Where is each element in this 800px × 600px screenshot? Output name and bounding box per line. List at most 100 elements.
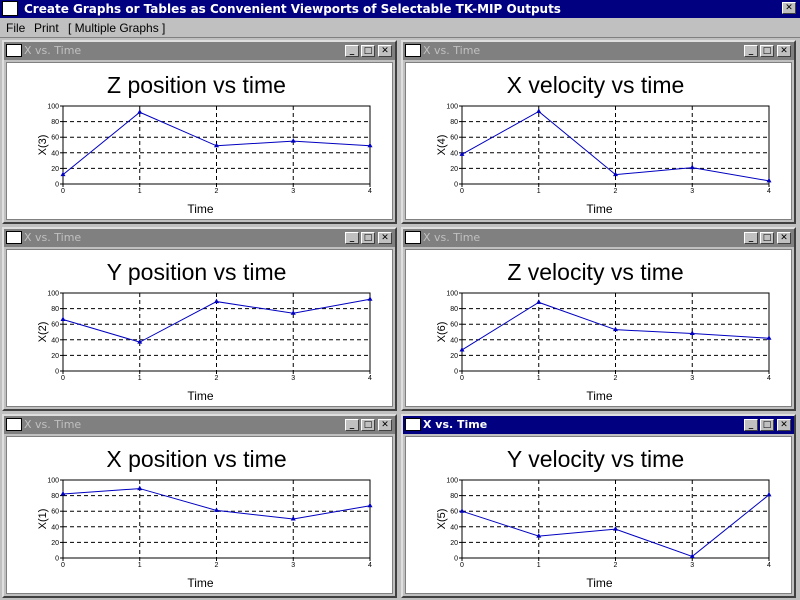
y-tick-label: 60 <box>51 509 59 516</box>
maximize-button[interactable]: □ <box>361 419 375 431</box>
data-point <box>60 316 66 322</box>
data-point <box>290 310 296 315</box>
chart-canvas: X velocity vs time 0 20 40 60 80 100 0 1 2 3 4 Time X… <box>405 62 792 220</box>
close-button[interactable]: ✕ <box>777 419 791 431</box>
graph-window-icon[interactable] <box>405 418 421 431</box>
graph-window-5[interactable]: X vs. Time _ □ ✕ X position vs time 0 20 40 60 80… <box>2 414 397 598</box>
y-tick-label: 60 <box>450 322 458 329</box>
data-point <box>766 177 772 183</box>
close-button[interactable]: ✕ <box>782 2 796 14</box>
y-tick-label: 60 <box>450 509 458 516</box>
graph-window-2[interactable]: X vs. Time _ □ ✕ X velocity vs time 0 20 40 60 80… <box>401 40 796 224</box>
menu-bar: File Print [ Multiple Graphs ] <box>0 18 800 38</box>
graph-window-icon[interactable] <box>405 231 421 244</box>
y-tick-label: 20 <box>51 166 59 173</box>
line-chart: Z velocity vs time 0 20 40 60 80 100 0 1 2 3 4 Time X… <box>436 259 772 403</box>
x-tick-label: 0 <box>61 375 65 382</box>
y-axis-label: X(2) <box>37 322 49 343</box>
plot-frame <box>461 479 770 559</box>
y-axis-label: X(3) <box>37 135 49 156</box>
maximize-button[interactable]: □ <box>760 419 774 431</box>
data-point <box>536 108 542 113</box>
app-title-bar[interactable]: Create Graphs or Tables as Convenient Vi… <box>0 0 800 18</box>
data-point <box>459 508 465 513</box>
graph-window-4[interactable]: X vs. Time _ □ ✕ Z velocity vs time 0 20 40 60 80… <box>401 227 796 411</box>
chart-canvas: X position vs time 0 20 40 60 80 100 0 1 2 3 4 Time X… <box>6 436 393 594</box>
graph-window-title: X vs. Time <box>423 418 488 431</box>
maximize-button[interactable]: □ <box>760 45 774 57</box>
x-tick-label: 3 <box>291 562 295 569</box>
y-tick-label: 0 <box>55 182 59 189</box>
y-tick-label: 0 <box>454 182 458 189</box>
data-point <box>459 151 465 156</box>
x-tick-label: 2 <box>614 375 618 382</box>
minimize-button[interactable]: _ <box>744 419 758 431</box>
graph-window-title-bar[interactable]: X vs. Time _ □ ✕ <box>4 42 395 60</box>
y-tick-label: 100 <box>47 291 59 298</box>
x-tick-label: 3 <box>690 188 694 195</box>
y-axis-label: X(6) <box>436 322 448 343</box>
data-point <box>367 142 373 148</box>
maximize-button[interactable]: □ <box>760 232 774 244</box>
y-axis-label: X(1) <box>37 509 49 530</box>
plot-frame <box>461 105 770 185</box>
x-tick-label: 3 <box>690 375 694 382</box>
app-graph-icon[interactable] <box>2 1 18 16</box>
data-point <box>137 109 143 114</box>
plot-frame <box>62 479 371 559</box>
x-axis-label: Time <box>586 389 613 403</box>
graph-window-1[interactable]: X vs. Time _ □ ✕ Z position vs time 0 20 40 60 80… <box>2 40 397 224</box>
y-tick-label: 80 <box>51 493 59 500</box>
y-tick-label: 80 <box>450 493 458 500</box>
line-chart: Y position vs time 0 20 40 60 80 100 0 1 2 3 4 Time X… <box>37 259 373 403</box>
minimize-button[interactable]: _ <box>345 419 359 431</box>
menu-print[interactable]: Print <box>34 21 59 35</box>
chart-canvas: Y position vs time 0 20 40 60 80 100 0 1 2 3 4 Time X… <box>6 249 393 407</box>
graph-window-3[interactable]: X vs. Time _ □ ✕ Y position vs time 0 20 40 60 80… <box>2 227 397 411</box>
y-tick-label: 20 <box>450 166 458 173</box>
graph-window-6[interactable]: X vs. Time _ □ ✕ Y velocity vs time 0 20 40 60 80… <box>401 414 796 598</box>
graph-window-icon[interactable] <box>405 44 421 57</box>
y-tick-label: 0 <box>55 369 59 376</box>
graph-window-title-bar[interactable]: X vs. Time _ □ ✕ <box>4 416 395 434</box>
y-tick-label: 80 <box>450 306 458 313</box>
x-axis-label: Time <box>586 576 613 590</box>
close-button[interactable]: ✕ <box>378 419 392 431</box>
close-button[interactable]: ✕ <box>378 45 392 57</box>
graph-window-title-bar[interactable]: X vs. Time _ □ ✕ <box>4 229 395 247</box>
chart-title: Y position vs time <box>107 259 287 285</box>
graph-window-title-bar[interactable]: X vs. Time _ □ ✕ <box>403 416 794 434</box>
menu-file[interactable]: File <box>6 21 26 35</box>
minimize-button[interactable]: _ <box>345 232 359 244</box>
data-point <box>459 346 465 352</box>
minimize-button[interactable]: _ <box>345 45 359 57</box>
close-button[interactable]: ✕ <box>378 232 392 244</box>
close-button[interactable]: ✕ <box>777 232 791 244</box>
close-button[interactable]: ✕ <box>777 45 791 57</box>
minimize-button[interactable]: _ <box>744 45 758 57</box>
x-tick-label: 4 <box>767 375 771 382</box>
x-tick-label: 2 <box>614 562 618 569</box>
x-tick-label: 0 <box>61 562 65 569</box>
graph-window-icon[interactable] <box>6 418 22 431</box>
plot-frame <box>461 292 770 372</box>
graph-window-title-bar[interactable]: X vs. Time _ □ ✕ <box>403 42 794 60</box>
graph-window-title-bar[interactable]: X vs. Time _ □ ✕ <box>403 229 794 247</box>
data-point <box>214 142 219 148</box>
graph-window-icon[interactable] <box>6 44 22 57</box>
maximize-button[interactable]: □ <box>361 232 375 244</box>
menu-multiple-graphs[interactable]: [ Multiple Graphs ] <box>68 21 166 35</box>
data-point <box>613 526 618 531</box>
x-tick-label: 0 <box>61 188 65 195</box>
chart-title: Z position vs time <box>107 72 286 98</box>
x-tick-label: 3 <box>291 188 295 195</box>
y-tick-label: 100 <box>446 104 458 111</box>
graph-window-icon[interactable] <box>6 231 22 244</box>
data-point <box>536 533 542 538</box>
data-point <box>290 138 296 143</box>
y-tick-label: 0 <box>55 556 59 563</box>
data-point <box>689 330 695 336</box>
y-tick-label: 0 <box>454 556 458 563</box>
minimize-button[interactable]: _ <box>744 232 758 244</box>
maximize-button[interactable]: □ <box>361 45 375 57</box>
